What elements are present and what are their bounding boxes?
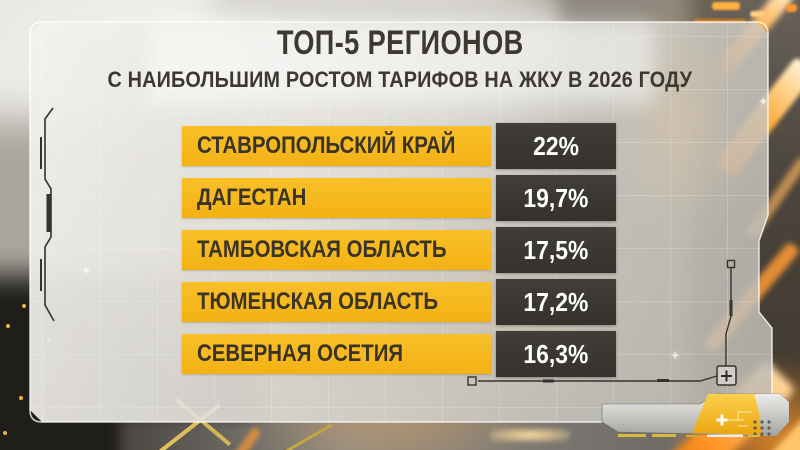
speck — [6, 324, 10, 328]
page-subtitle: С НАИБОЛЬШИМ РОСТОМ ТАРИФОВ НА ЖКУ В 202… — [0, 68, 800, 92]
fire-streak — [490, 428, 570, 442]
molten-spot — [750, 11, 765, 17]
list-item: СЕВЕРНАЯ ОСЕТИЯ 16,3% — [182, 331, 616, 377]
sparkle-icon: + — [760, 96, 767, 108]
sparkle-icon: + — [672, 350, 679, 362]
list-item: ТАМБОВСКАЯ ОБЛАСТЬ 17,5% — [182, 227, 616, 273]
molten-spot — [786, 4, 797, 12]
speck — [22, 304, 26, 308]
value-box: 17,2% — [496, 279, 616, 325]
ranking-list: СТАВРОПОЛЬСКИЙ КРАЙ 22% ДАГЕСТАН 19,7% Т… — [182, 123, 616, 383]
region-label: ТЮМЕНСКАЯ ОБЛАСТЬ — [182, 282, 491, 322]
value-text: 16,3% — [523, 338, 589, 369]
sparkle-icon: + — [83, 265, 90, 277]
value-box: 17,5% — [496, 227, 616, 273]
list-item: ТЮМЕНСКАЯ ОБЛАСТЬ 17,2% — [182, 279, 616, 325]
region-label-text: ТАМБОВСКАЯ ОБЛАСТЬ — [197, 236, 447, 263]
region-label-text: ДАГЕСТАН — [197, 184, 307, 211]
page-subtitle-text: С НАИБОЛЬШИМ РОСТОМ ТАРИФОВ НА ЖКУ В 202… — [107, 67, 693, 92]
speck — [19, 396, 23, 400]
region-label-text: СЕВЕРНАЯ ОСЕТИЯ — [197, 340, 404, 367]
value-text: 22% — [533, 130, 579, 161]
value-text: 17,2% — [523, 286, 589, 317]
list-item: СТАВРОПОЛЬСКИЙ КРАЙ 22% — [182, 123, 616, 169]
value-box: 22% — [496, 123, 616, 169]
region-label: СЕВЕРНАЯ ОСЕТИЯ — [182, 334, 491, 374]
speck — [3, 431, 7, 435]
list-item: ДАГЕСТАН 19,7% — [182, 175, 616, 221]
value-text: 19,7% — [523, 182, 589, 213]
region-label-text: СТАВРОПОЛЬСКИЙ КРАЙ — [197, 132, 456, 159]
value-box: 16,3% — [496, 331, 616, 377]
region-label-text: ТЮМЕНСКАЯ ОБЛАСТЬ — [197, 288, 438, 315]
value-box: 19,7% — [496, 175, 616, 221]
region-label: ТАМБОВСКАЯ ОБЛАСТЬ — [182, 230, 491, 270]
molten-spot — [712, 2, 740, 10]
region-label: СТАВРОПОЛЬСКИЙ КРАЙ — [182, 126, 491, 166]
value-text: 17,5% — [523, 234, 589, 265]
region-label: ДАГЕСТАН — [182, 178, 491, 218]
page-title: ТОП-5 РЕГИОНОВ — [0, 26, 800, 60]
page-title-text: ТОП-5 РЕГИОНОВ — [276, 24, 524, 62]
